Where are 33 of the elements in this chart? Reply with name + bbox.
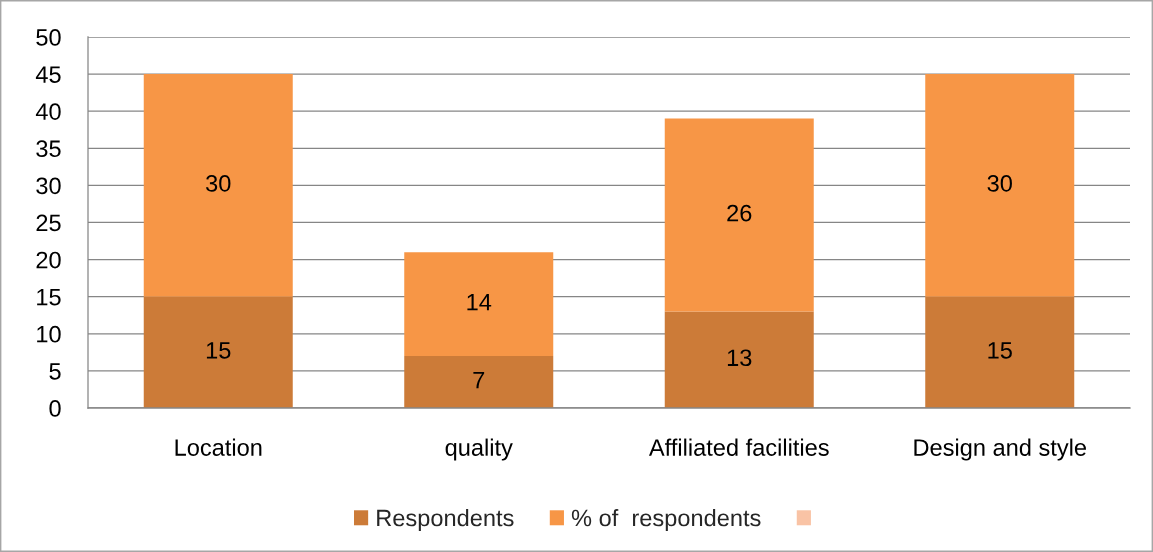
bar	[664, 311, 814, 408]
data-label: 14	[467, 293, 492, 311]
y-tick-label: 10	[37, 325, 61, 343]
y-tick-label: 40	[35, 103, 61, 120]
bar	[664, 118, 814, 312]
legend-label: Respondents	[377, 508, 514, 531]
y-tick-label: 45	[35, 66, 61, 83]
data-label: 26	[727, 204, 752, 222]
data-label: 15	[988, 342, 1012, 359]
y-tick-label: 35	[36, 140, 61, 158]
y-tick-label: 50	[36, 29, 61, 46]
bar	[404, 252, 554, 357]
bar	[925, 296, 1075, 408]
y-tick-label: 25	[36, 214, 61, 232]
y-tick-label: 30	[36, 177, 61, 195]
data-label: 30	[987, 175, 1012, 192]
y-tick-label: 5	[49, 363, 61, 380]
y-tick-label: 15	[37, 289, 61, 306]
x-tick-label: Affiliated facilities	[648, 438, 829, 456]
bar	[925, 74, 1075, 297]
legend-label: % of respondents	[571, 508, 761, 531]
y-tick-label: 20	[36, 251, 61, 269]
data-label: 13	[727, 349, 752, 367]
bar	[143, 74, 293, 297]
bar	[404, 356, 554, 408]
x-tick-label: Location	[175, 438, 262, 456]
data-label: 15	[206, 342, 231, 359]
x-tick-label: quality	[445, 438, 513, 461]
bar	[143, 296, 293, 408]
data-label: 30	[206, 175, 231, 192]
y-tick-label: 0	[49, 400, 61, 417]
x-tick-label: Design and style	[914, 438, 1086, 461]
data-label: 7	[473, 371, 485, 389]
